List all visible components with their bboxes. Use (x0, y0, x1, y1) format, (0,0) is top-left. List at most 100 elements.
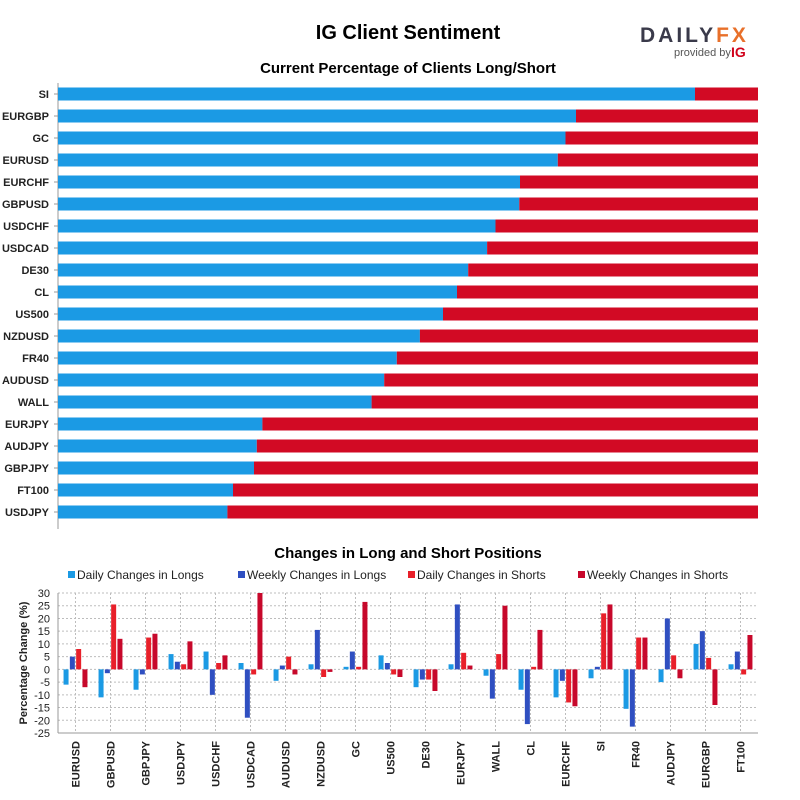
short-bar (254, 461, 758, 475)
daily-longs-bar (623, 669, 629, 709)
short-bar (468, 263, 758, 277)
daily-shorts-bar (531, 666, 537, 670)
legend-label: Daily Changes in Shorts (417, 568, 546, 582)
short-bar (695, 87, 758, 101)
x-category-label: GBPUSD (106, 741, 118, 788)
daily-shorts-bar (391, 669, 397, 675)
category-label: FT100 (17, 485, 49, 497)
category-label: NZDUSD (3, 331, 49, 343)
daily-shorts-bar (146, 637, 152, 670)
daily-longs-bar (553, 669, 559, 698)
long-bar (58, 307, 443, 321)
category-label: AUDJPY (4, 441, 49, 453)
long-bar (58, 373, 385, 387)
long-bar (58, 439, 257, 453)
y-tick-label: 15 (38, 626, 50, 638)
daily-longs-bar (413, 669, 419, 688)
short-bar (557, 153, 758, 167)
daily-longs-bar (168, 654, 174, 670)
weekly-shorts-bar (257, 593, 263, 670)
daily-longs-bar (63, 669, 69, 685)
dailyfx-logo: DAILYFX provided by IG (630, 24, 760, 64)
long-bar (58, 175, 520, 189)
x-category-label: SI (596, 741, 608, 751)
daily-shorts-bar (601, 613, 607, 670)
logo-provided-by: provided by (674, 47, 731, 59)
logo-wordmark: DAILYFX (640, 24, 749, 47)
legend-swatch (68, 571, 75, 578)
daily-shorts-bar (181, 664, 187, 670)
weekly-longs-bar (174, 661, 180, 670)
weekly-longs-bar (104, 669, 110, 674)
y-tick-label: 5 (44, 652, 50, 664)
weekly-shorts-bar (117, 638, 123, 670)
daily-longs-bar (98, 669, 104, 698)
long-bar (58, 197, 520, 211)
category-label: USDJPY (5, 507, 50, 519)
weekly-longs-bar (209, 669, 215, 695)
long-bar (58, 109, 576, 123)
weekly-longs-bar (349, 651, 355, 670)
long-bar (58, 153, 558, 167)
daily-shorts-bar (216, 663, 222, 670)
weekly-longs-bar (559, 669, 565, 681)
daily-shorts-bar (496, 654, 502, 670)
x-category-label: GC (351, 741, 363, 758)
long-bar (58, 285, 457, 299)
category-label: EURCHF (3, 177, 49, 189)
changes-chart-title: Changes in Long and Short Positions (274, 545, 542, 562)
daily-longs-bar (588, 669, 594, 679)
weekly-shorts-bar (187, 641, 193, 670)
weekly-shorts-bar (712, 669, 718, 705)
weekly-longs-bar (629, 669, 635, 727)
daily-shorts-bar (671, 655, 677, 670)
daily-shorts-bar (286, 656, 292, 670)
daily-shorts-bar (111, 604, 117, 670)
weekly-shorts-bar (362, 601, 368, 670)
daily-longs-bar (273, 669, 279, 681)
weekly-shorts-bar (467, 665, 473, 670)
x-category-label: FR40 (631, 741, 643, 768)
y-tick-label: -5 (40, 677, 50, 689)
x-category-label: USDCHF (211, 741, 223, 787)
weekly-shorts-bar (222, 655, 228, 670)
x-category-label: USDCAD (246, 741, 258, 788)
daily-longs-bar (133, 669, 139, 690)
category-label: WALL (18, 397, 49, 409)
daily-longs-bar (693, 643, 699, 670)
legend-label: Daily Changes in Longs (77, 568, 204, 582)
x-category-label: USDJPY (176, 740, 188, 785)
weekly-shorts-bar (327, 669, 333, 672)
short-bar (565, 131, 758, 145)
category-label: GBPUSD (2, 199, 49, 211)
daily-longs-bar (203, 651, 209, 670)
daily-longs-bar (308, 664, 314, 670)
legend-swatch (578, 571, 585, 578)
short-bar (384, 373, 758, 387)
long-bar (58, 483, 233, 497)
legend-label: Weekly Changes in Longs (247, 568, 386, 582)
weekly-longs-bar (314, 629, 320, 670)
y-tick-label: 25 (38, 601, 50, 613)
category-label: EURUSD (3, 155, 50, 167)
daily-shorts-bar (321, 669, 327, 677)
y-tick-label: 20 (38, 613, 50, 625)
y-tick-label: 0 (44, 664, 50, 676)
category-label: FR40 (22, 353, 49, 365)
weekly-longs-bar (489, 669, 495, 699)
short-bar (576, 109, 758, 123)
daily-longs-bar (728, 664, 734, 670)
legend-swatch (408, 571, 415, 578)
daily-longs-bar (658, 669, 664, 683)
long-bar (58, 461, 254, 475)
short-bar (256, 439, 758, 453)
category-label: AUDUSD (2, 375, 49, 387)
y-tick-label: -10 (34, 690, 50, 702)
y-tick-label: 30 (38, 588, 50, 600)
daily-shorts-bar (706, 657, 712, 670)
short-bar (443, 307, 758, 321)
x-category-label: DE30 (421, 741, 433, 769)
weekly-longs-bar (244, 669, 250, 718)
long-bar (58, 131, 566, 145)
